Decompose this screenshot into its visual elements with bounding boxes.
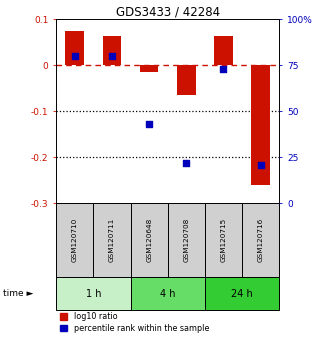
Text: GSM120708: GSM120708 bbox=[183, 218, 189, 262]
Text: 4 h: 4 h bbox=[160, 289, 176, 299]
FancyBboxPatch shape bbox=[93, 203, 131, 277]
Text: GSM120711: GSM120711 bbox=[109, 218, 115, 262]
Text: GSM120648: GSM120648 bbox=[146, 218, 152, 262]
Point bbox=[258, 162, 263, 167]
Text: 1 h: 1 h bbox=[86, 289, 101, 299]
Text: GSM120715: GSM120715 bbox=[221, 218, 227, 262]
Legend: log10 ratio, percentile rank within the sample: log10 ratio, percentile rank within the … bbox=[60, 312, 209, 333]
FancyBboxPatch shape bbox=[205, 277, 279, 310]
Bar bbox=[103, 35, 121, 65]
Bar bbox=[177, 65, 195, 95]
Text: GSM120710: GSM120710 bbox=[72, 218, 78, 262]
Title: GDS3433 / 42284: GDS3433 / 42284 bbox=[116, 5, 220, 18]
Bar bbox=[65, 31, 84, 65]
Point bbox=[109, 53, 115, 59]
Point bbox=[184, 160, 189, 166]
FancyBboxPatch shape bbox=[242, 203, 279, 277]
Point bbox=[221, 66, 226, 72]
Text: time ►: time ► bbox=[3, 289, 34, 298]
Bar bbox=[251, 65, 270, 185]
FancyBboxPatch shape bbox=[56, 203, 93, 277]
FancyBboxPatch shape bbox=[56, 277, 131, 310]
FancyBboxPatch shape bbox=[131, 277, 205, 310]
Text: 24 h: 24 h bbox=[231, 289, 253, 299]
Bar bbox=[214, 35, 233, 65]
Point bbox=[72, 53, 77, 59]
Bar bbox=[140, 65, 159, 72]
FancyBboxPatch shape bbox=[205, 203, 242, 277]
Text: GSM120716: GSM120716 bbox=[258, 218, 264, 262]
FancyBboxPatch shape bbox=[168, 203, 205, 277]
Point bbox=[147, 121, 152, 127]
FancyBboxPatch shape bbox=[131, 203, 168, 277]
